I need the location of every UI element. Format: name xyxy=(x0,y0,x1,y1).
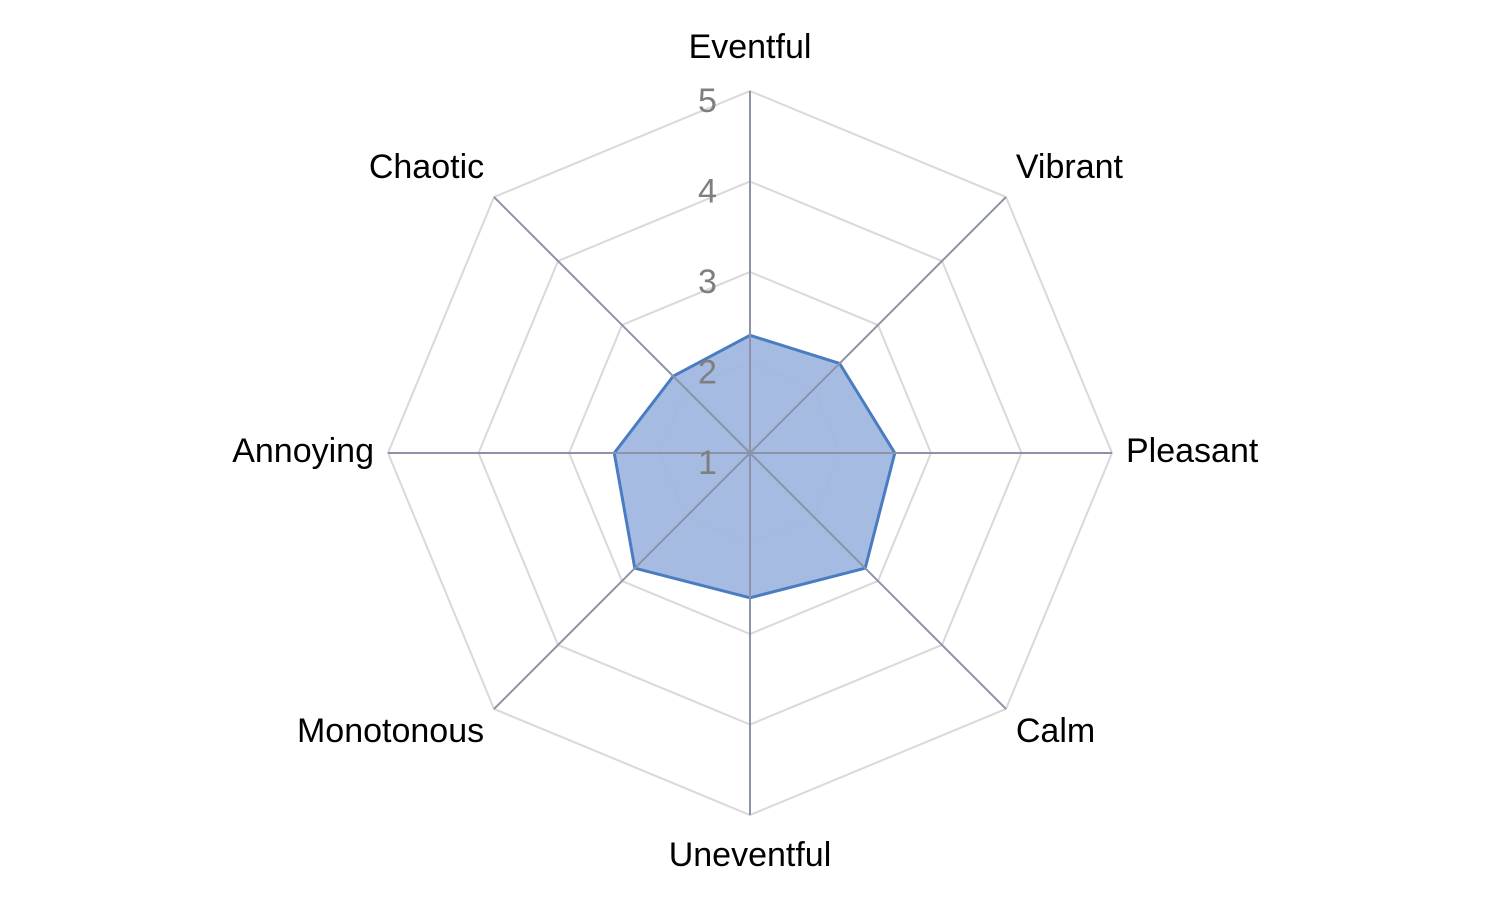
tick-label-5: 5 xyxy=(698,82,717,120)
tick-label-4: 4 xyxy=(698,172,717,210)
category-label-annoying: Annoying xyxy=(232,432,374,470)
series-area-0 xyxy=(612,333,897,600)
category-label-monotonous: Monotonous xyxy=(297,712,484,750)
category-label-calm: Calm xyxy=(1016,712,1095,750)
tick-label-2: 2 xyxy=(698,353,717,391)
spoke-layer xyxy=(388,91,1112,815)
tick-layer: 1 2 3 4 5 xyxy=(698,82,717,482)
spoke-calm xyxy=(749,452,1007,710)
tick-label-1: 1 xyxy=(698,444,717,482)
spoke-chaotic xyxy=(493,196,751,454)
category-label-uneventful: Uneventful xyxy=(669,836,832,874)
category-label-pleasant: Pleasant xyxy=(1126,432,1259,470)
label-layer: Eventful Vibrant Pleasant Calm Uneventful Mon… xyxy=(232,28,1259,874)
category-label-eventful: Eventful xyxy=(689,28,812,66)
category-label-vibrant: Vibrant xyxy=(1016,148,1124,186)
category-label-chaotic: Chaotic xyxy=(369,148,484,186)
series-layer xyxy=(612,333,897,600)
spoke-vibrant xyxy=(749,196,1007,454)
spoke-monotonous xyxy=(493,452,751,710)
tick-label-3: 3 xyxy=(698,263,717,301)
